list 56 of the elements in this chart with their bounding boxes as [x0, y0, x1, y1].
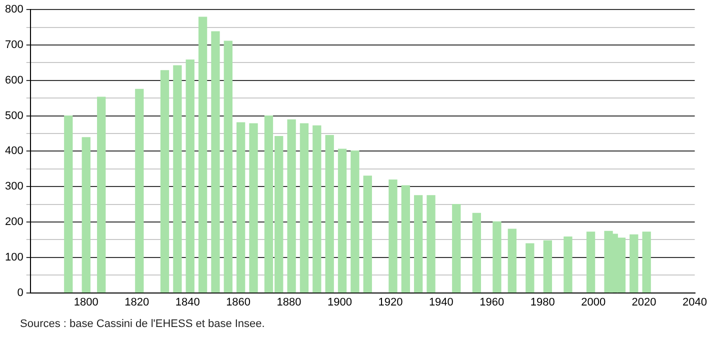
y-tick-label: 500 [4, 110, 24, 122]
bar [586, 232, 596, 293]
y-tick-label: 0 [17, 286, 24, 299]
x-tick-label: 1900 [327, 296, 352, 308]
bar [211, 31, 220, 293]
x-tick-label: 1920 [378, 296, 403, 308]
bar [472, 212, 482, 293]
bar [64, 115, 73, 293]
x-tick-label: 2000 [581, 296, 606, 308]
bar [338, 148, 347, 293]
x-tick-label: 1960 [480, 296, 504, 308]
y-tick-label: 700 [4, 39, 24, 52]
bar [198, 16, 208, 293]
y-tick-label: 600 [4, 74, 24, 86]
bar [82, 137, 90, 293]
bar [630, 234, 638, 293]
bar [173, 65, 182, 293]
bar [414, 195, 423, 293]
x-tick-label: 1860 [226, 296, 251, 308]
y-tick-label: 100 [4, 251, 24, 264]
bar [135, 88, 144, 293]
bar [312, 125, 322, 293]
x-tick-label: 2020 [632, 296, 656, 308]
bar [249, 123, 258, 293]
bar [452, 204, 461, 293]
x-tick-label: 1880 [276, 296, 302, 308]
bar [350, 150, 360, 293]
bar [564, 236, 572, 293]
y-tick-label: 300 [4, 180, 24, 193]
bar [388, 180, 398, 293]
bar [526, 243, 534, 293]
y-tick-label: 400 [4, 145, 24, 158]
x-tick-label: 1800 [74, 296, 98, 308]
bar [97, 96, 106, 293]
bar [363, 176, 372, 293]
x-tick-label: 1840 [175, 296, 200, 308]
bar [186, 60, 194, 293]
x-tick-label: 1820 [124, 296, 150, 308]
bar [543, 240, 552, 293]
x-tick-label: 1980 [530, 296, 555, 308]
bar [160, 70, 170, 293]
bar [426, 195, 436, 293]
y-tick-label: 800 [4, 4, 24, 16]
bar [287, 119, 296, 293]
source-note: Sources : base Cassini de l'EHESS et base Insee. [20, 318, 265, 330]
bar [508, 228, 517, 293]
x-tick-label: 2040 [682, 296, 708, 308]
bar [236, 122, 246, 293]
bar [224, 40, 232, 293]
bar [492, 221, 502, 293]
bar [300, 123, 309, 293]
x-tick-label: 1940 [428, 296, 454, 308]
bar [325, 134, 334, 293]
bar [642, 232, 651, 293]
bar [401, 185, 410, 293]
y-tick-label: 200 [4, 216, 24, 228]
